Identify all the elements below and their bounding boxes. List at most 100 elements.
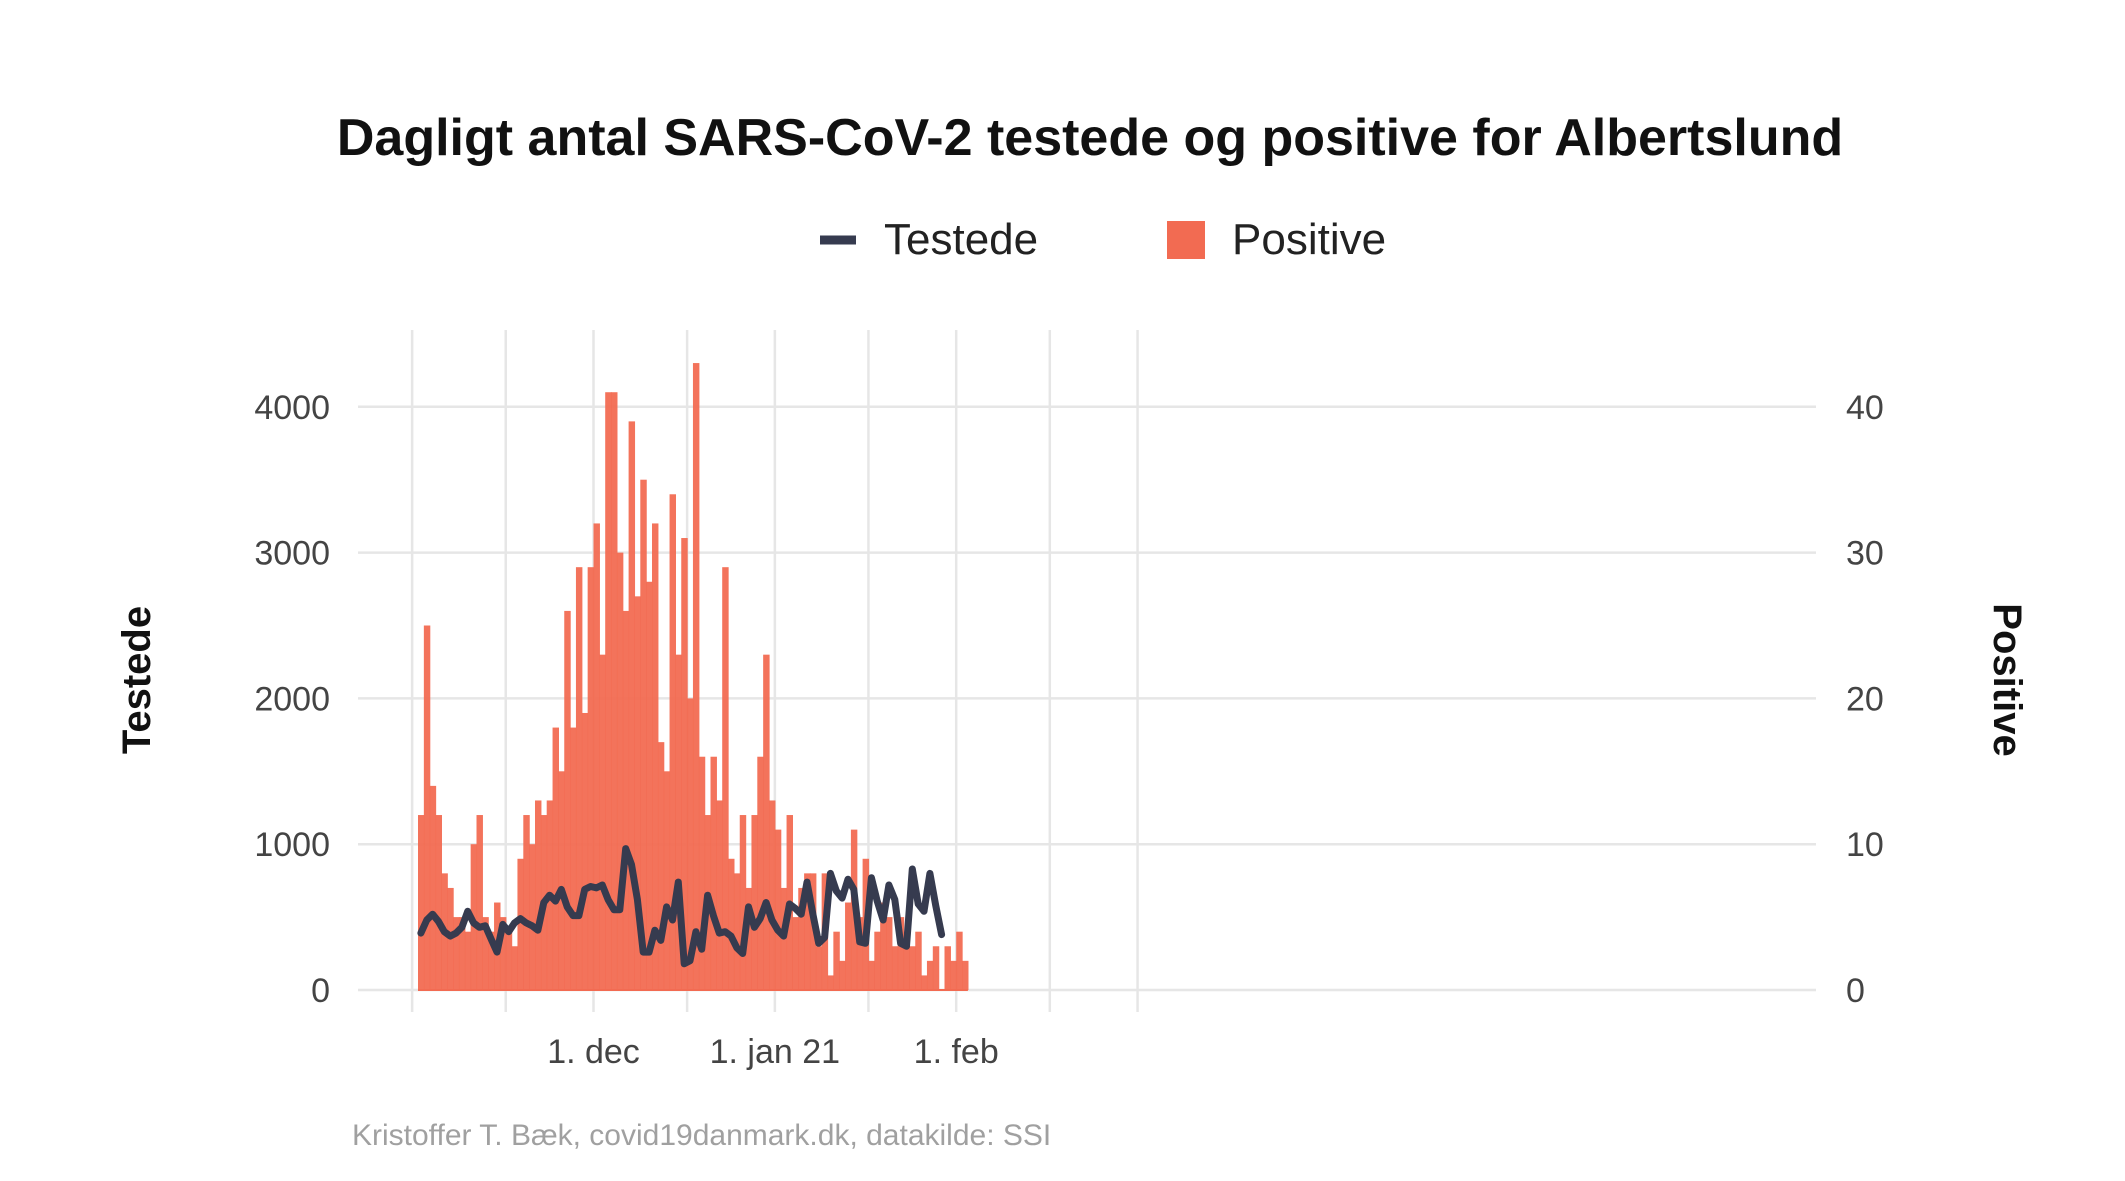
positive-bar [804,873,811,990]
legend: Testede Positive [820,215,1386,264]
y-right-tick-label: 0 [1846,972,1865,1010]
positive-bar [839,960,846,990]
positive-bar [458,917,466,990]
positive-bar [792,917,799,990]
positive-bar [646,581,653,990]
testede-line [417,845,946,968]
positive-bar [511,946,519,990]
positive-bar [652,523,659,990]
positive-bar [622,610,630,990]
positive-bar [599,654,606,990]
positive-bar [950,960,957,990]
positive-bar [944,946,951,990]
chart-title: Dagligt antal SARS-CoV-2 testede og posi… [337,109,1843,167]
positive-bar [575,567,583,990]
x-tick-label: 1. feb [914,1033,999,1071]
positive-bar [874,931,881,990]
y-left-tick-label: 4000 [254,389,330,427]
positive-bar [570,727,577,990]
positive-bar [517,858,524,990]
positive-bar [769,800,776,990]
positive-bar [698,756,706,990]
positive-bar [464,931,472,990]
positive-bar [833,931,840,990]
positive-bar [581,712,589,990]
positive-bar [880,902,887,990]
positive-bars [418,363,969,991]
positive-bar [657,742,665,990]
positive-bar [640,479,647,990]
x-axis: 1. dec 1. jan 21 1. feb [547,1033,999,1071]
y-axis-right-title: Positive [1985,603,2029,756]
y-axis-left: 0 1000 2000 3000 4000 [254,389,330,1010]
positive-bar [763,654,770,990]
positive-bar [956,931,963,990]
positive-bar [909,946,916,990]
positive-bar [593,523,600,990]
positive-bar [774,829,782,990]
positive-bar [868,960,875,990]
positive-bar [429,785,437,990]
positive-bar [523,815,530,990]
positive-bar [926,960,934,990]
positive-bar [529,844,536,990]
positive-bar [616,552,624,990]
y-left-tick-label: 0 [311,972,330,1010]
positive-bar [903,931,910,990]
positive-bar [423,625,431,990]
positive-bar [453,917,460,990]
positive-bar [915,931,922,990]
positive-bar [663,771,671,990]
positive-bar [739,815,747,990]
positive-bar [733,873,741,990]
y-left-tick-label: 3000 [254,535,330,573]
positive-bar [710,756,717,990]
positive-bar [535,800,542,990]
positive-bar [564,610,571,990]
y-right-tick-label: 10 [1846,826,1884,864]
positive-bar [798,887,805,990]
positive-bar [418,815,425,990]
positive-bar [669,494,676,990]
legend-label-testede: Testede [884,215,1038,264]
positive-bar [827,975,834,990]
chart-caption: Kristoffer T. Bæk, covid19danmark.dk, da… [352,1119,1051,1152]
positive-bar [552,727,559,990]
y-left-tick-label: 2000 [254,680,330,718]
positive-bar [745,887,753,990]
legend-swatch-positive [1167,221,1205,259]
positive-bar [558,771,565,990]
positive-bar [476,815,483,990]
positive-bar [751,815,758,990]
y-right-tick-label: 20 [1846,680,1884,718]
positive-bar [634,596,641,990]
x-tick-label: 1. jan 21 [710,1033,840,1071]
positive-bar [675,654,682,990]
positive-bar [757,756,764,990]
y-right-tick-label: 40 [1846,389,1884,427]
positive-bar [605,392,612,991]
positive-bar [845,902,852,990]
positive-bar [815,946,823,990]
x-tick-label: 1. dec [547,1033,640,1071]
y-axis-right: 0 10 20 30 40 [1846,389,1884,1010]
positive-bar [932,946,940,990]
y-axis-left-title: Testede [115,606,159,754]
positive-bar [611,392,618,991]
positive-bar [856,917,864,990]
positive-bar [692,363,700,990]
positive-bar [886,917,893,990]
positive-bar [728,858,735,990]
positive-bar [499,917,507,990]
positive-bar [505,931,513,990]
positive-bar [962,960,969,990]
positive-bar [891,946,899,990]
positive-bar [722,567,729,990]
positive-bar [681,538,688,990]
legend-label-positive: Positive [1232,215,1386,264]
y-left-tick-label: 1000 [254,826,330,864]
positive-bar [921,975,928,990]
positive-bar [716,800,723,990]
positive-bar [587,567,595,990]
